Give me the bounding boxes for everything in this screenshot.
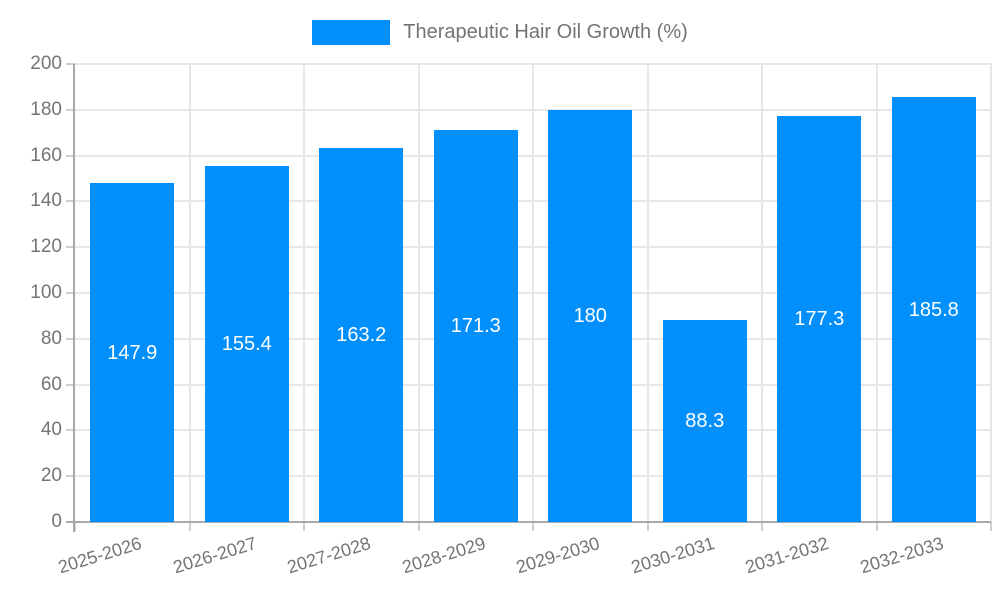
x-axis-tick — [417, 522, 420, 531]
x-axis-label: 2030-2031 — [628, 533, 717, 578]
x-axis-tick — [646, 522, 649, 531]
x-axis-label: 2027-2028 — [284, 533, 374, 578]
y-axis-tick — [66, 154, 75, 157]
y-axis-tick — [66, 475, 75, 478]
bar[interactable]: 185.8 — [891, 97, 976, 522]
y-axis-line — [73, 64, 75, 532]
y-axis-tick — [66, 108, 75, 111]
y-axis-tick — [66, 429, 75, 432]
y-axis-label: 160 — [30, 144, 62, 166]
x-gridline — [761, 64, 763, 522]
x-axis-tick — [303, 522, 305, 531]
bar[interactable]: 88.3 — [662, 320, 747, 522]
bar[interactable]: 155.4 — [204, 166, 289, 522]
y-axis-tick — [66, 200, 75, 203]
bar[interactable]: 147.9 — [90, 183, 175, 522]
bar-value-label: 147.9 — [107, 341, 158, 364]
y-axis-tick — [66, 383, 75, 386]
x-axis-label: 2026-2027 — [170, 533, 259, 578]
bar[interactable]: 177.3 — [777, 116, 862, 522]
y-axis-tick — [66, 246, 75, 249]
bar-value-label: 163.2 — [336, 324, 387, 346]
x-axis-line — [66, 521, 991, 523]
bar-value-label: 185.8 — [908, 298, 959, 321]
legend-swatch — [312, 19, 391, 45]
x-axis-tick — [875, 522, 878, 531]
x-gridline — [303, 64, 305, 522]
bar-value-label: 88.3 — [685, 410, 725, 432]
x-axis-label: 2031-2032 — [742, 533, 832, 578]
x-axis-label: 2028-2029 — [399, 533, 488, 578]
x-axis-tick — [990, 522, 992, 531]
bar-value-label: 180 — [573, 305, 607, 327]
chart-legend[interactable]: Therapeutic Hair Oil Growth (%) — [0, 19, 1000, 45]
x-gridline — [417, 64, 420, 522]
bar[interactable]: 180 — [548, 110, 633, 522]
y-axis-label: 0 — [51, 511, 62, 532]
x-axis-tick — [532, 522, 534, 531]
x-gridline — [188, 64, 191, 522]
x-axis-label: 2029-2030 — [513, 533, 603, 578]
y-axis-label: 200 — [30, 53, 62, 74]
y-axis-tick — [66, 292, 75, 294]
y-axis-tick — [66, 63, 75, 65]
x-gridline — [646, 64, 649, 522]
bar[interactable]: 171.3 — [433, 130, 518, 522]
y-axis-label: 40 — [40, 419, 62, 441]
x-gridline — [532, 64, 534, 522]
bar-value-label: 155.4 — [221, 333, 272, 355]
x-axis-label: 2025-2026 — [55, 533, 145, 578]
y-axis-tick — [66, 337, 75, 340]
legend-label: Therapeutic Hair Oil Growth (%) — [403, 20, 688, 43]
x-axis-label: 2032-2033 — [857, 533, 946, 578]
y-axis-label: 140 — [30, 190, 62, 212]
y-axis-label: 100 — [30, 282, 62, 303]
bar-value-label: 171.3 — [450, 315, 501, 337]
x-axis-tick — [761, 522, 763, 531]
y-axis-label: 60 — [40, 373, 62, 395]
y-axis-label: 180 — [30, 98, 62, 120]
x-axis-tick — [74, 522, 76, 531]
bar-value-label: 177.3 — [794, 308, 845, 330]
bar[interactable]: 163.2 — [319, 148, 404, 522]
y-axis-label: 80 — [40, 327, 62, 349]
y-axis-label: 120 — [30, 236, 62, 258]
x-axis-tick — [188, 522, 191, 531]
x-gridline — [990, 64, 992, 522]
y-axis-label: 20 — [40, 465, 62, 487]
x-gridline — [875, 64, 878, 522]
